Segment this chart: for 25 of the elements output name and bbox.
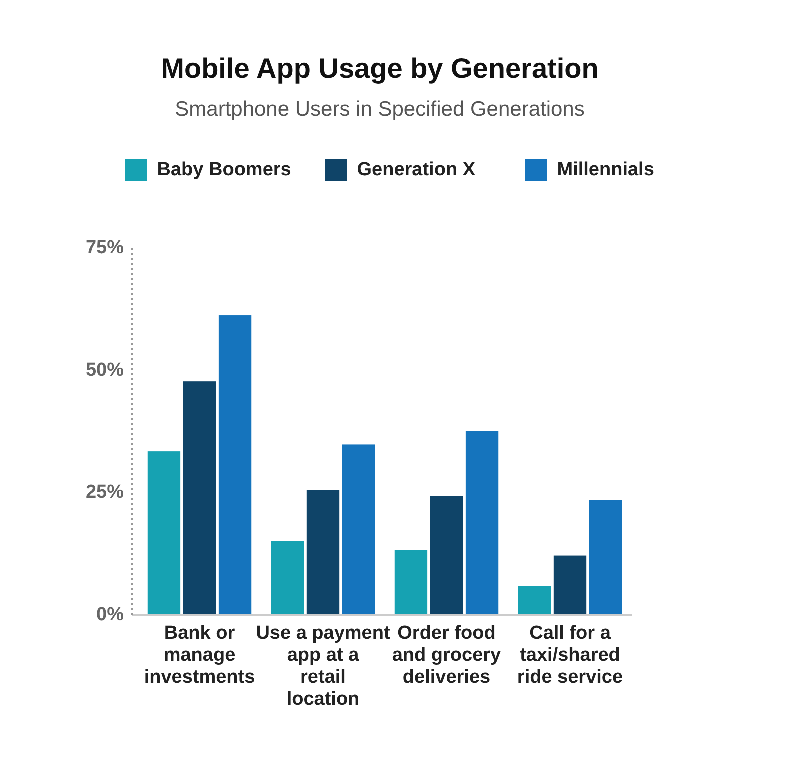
legend-label: Baby Boomers: [157, 160, 292, 180]
bar: [554, 556, 587, 615]
bar: [342, 444, 376, 615]
x-tick-label: Use a payment app at a retail location: [256, 623, 391, 710]
chart-subtitle: Smartphone Users in Specified Generations: [175, 98, 585, 121]
legend-label: Millennials: [557, 160, 654, 180]
bar: [394, 550, 428, 615]
bar: [466, 431, 499, 615]
y-tick-label: 75%: [86, 238, 124, 258]
y-tick-label: 50%: [86, 360, 124, 381]
x-tick-label: Order food and grocery deliveries: [392, 623, 502, 688]
x-tick-label: Call for a taxi/shared ride service: [517, 623, 624, 688]
bar: [271, 541, 304, 615]
y-tick-label: 0%: [96, 604, 124, 626]
y-tick-label: 25%: [86, 482, 124, 504]
bar: [589, 500, 622, 615]
bar: [218, 316, 252, 615]
bar: [518, 586, 552, 615]
x-tick-label: Bank or manage investments: [144, 623, 256, 688]
chart-title: Mobile App Usage by Generation: [161, 53, 599, 84]
bar: [306, 490, 340, 615]
bar: [183, 382, 216, 615]
bar: [148, 452, 181, 615]
legend-label: Generation X: [357, 160, 476, 180]
bar: [430, 496, 464, 615]
